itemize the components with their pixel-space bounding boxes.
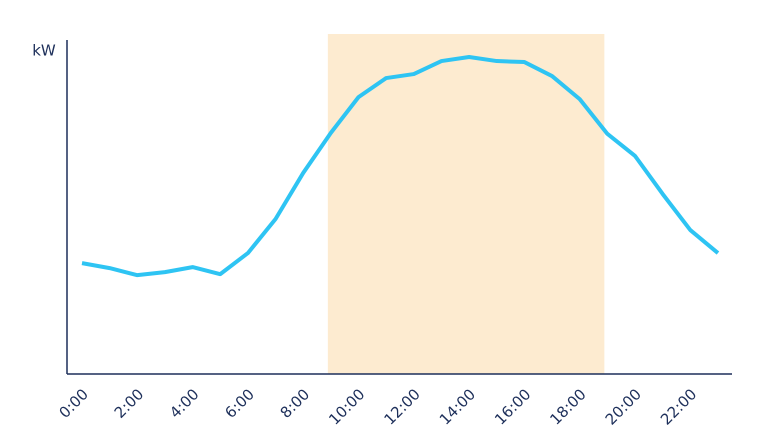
x-tick-label: 2:00	[111, 385, 148, 422]
highlight-band	[327, 34, 605, 374]
x-tick-label: 18:00	[546, 385, 589, 428]
plot-background	[327, 34, 605, 374]
x-tick-label: 22:00	[657, 385, 700, 428]
x-tick-label: 20:00	[602, 385, 645, 428]
x-tick-label: 16:00	[491, 385, 534, 428]
x-tick-label: 12:00	[381, 385, 424, 428]
x-tick-label: 4:00	[166, 385, 203, 422]
line	[81, 55, 720, 278]
y-axis-label: kW	[32, 42, 56, 60]
x-tick-label: 10:00	[325, 385, 368, 428]
x-tick-label: 14:00	[436, 385, 479, 428]
x-tick-label: 0:00	[55, 385, 92, 422]
x-tick-label: 8:00	[277, 385, 314, 422]
x-tick-label: 6:00	[221, 385, 258, 422]
